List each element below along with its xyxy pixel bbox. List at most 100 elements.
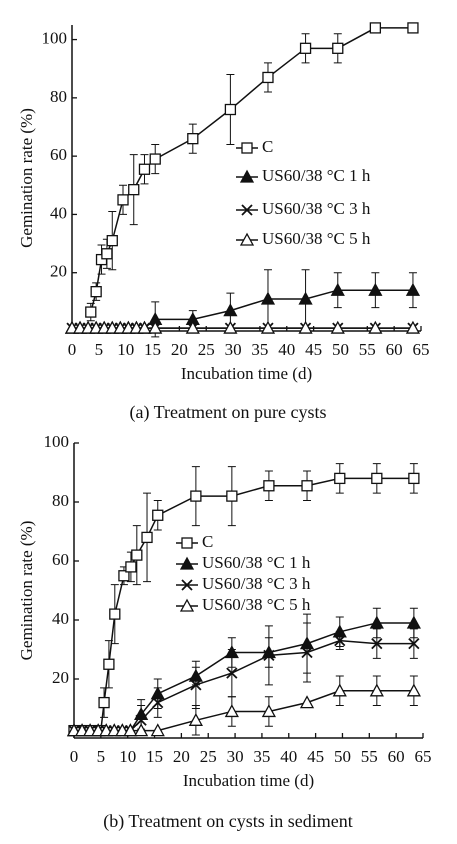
legend-label: US60/38 °C 1 h xyxy=(262,166,371,185)
marker xyxy=(134,723,149,737)
x-axis-label: Incubation time (d) xyxy=(183,771,314,790)
marker xyxy=(239,232,255,246)
marker xyxy=(260,291,276,305)
x-tick-label: 45 xyxy=(305,340,322,359)
marker xyxy=(188,712,203,726)
x-tick-label: 30 xyxy=(225,340,242,359)
marker xyxy=(334,635,346,647)
marker xyxy=(301,646,313,659)
caption: (a) Treatment on pure cysts xyxy=(130,402,327,423)
marker xyxy=(369,615,384,629)
marker xyxy=(332,683,347,697)
chart: 20 40 60 80 100 0 5 10 15 20 25 30 35 40 45 50 55 60 65 Inc… xyxy=(17,22,430,423)
marker xyxy=(106,235,118,247)
marker xyxy=(148,320,163,334)
marker xyxy=(85,306,97,318)
marker xyxy=(330,282,345,296)
y-tick-label: 100 xyxy=(44,432,70,451)
x-axis-label: Incubation time (d) xyxy=(181,364,312,383)
marker xyxy=(332,42,344,54)
marker xyxy=(261,704,276,718)
y-tick-label: 20 xyxy=(50,262,67,281)
x-tick-label: 0 xyxy=(70,747,79,766)
marker xyxy=(298,320,313,334)
marker xyxy=(369,683,384,697)
legend-label: US60/38 °C 5 h xyxy=(262,229,371,248)
marker xyxy=(408,637,420,650)
x-tick-label: 65 xyxy=(415,747,432,766)
marker xyxy=(141,531,153,544)
legend-label: US60/38 °C 5 h xyxy=(202,595,311,614)
marker xyxy=(263,480,275,492)
marker xyxy=(405,282,421,296)
marker xyxy=(190,679,202,691)
x-tick-label: 5 xyxy=(95,340,104,359)
x-tick-label: 25 xyxy=(200,747,217,766)
x-tick-label: 50 xyxy=(332,340,349,359)
y-tick-label: 40 xyxy=(52,609,69,628)
x-tick-label: 55 xyxy=(359,340,376,359)
x-tick-label: 40 xyxy=(278,340,295,359)
marker xyxy=(371,472,383,485)
marker xyxy=(371,637,383,650)
marker xyxy=(90,286,102,298)
marker xyxy=(260,320,276,334)
y-tick-label: 20 xyxy=(52,668,69,687)
marker xyxy=(223,320,238,334)
x-tick-label: 65 xyxy=(413,340,430,359)
y-axis-label: Gemination rate (%) xyxy=(17,521,36,661)
marker xyxy=(330,320,345,334)
x-tick-label: 5 xyxy=(97,747,106,766)
marker xyxy=(187,133,199,145)
marker xyxy=(135,714,147,726)
marker xyxy=(301,480,313,492)
x-tick-label: 10 xyxy=(117,340,134,359)
marker xyxy=(334,472,346,485)
caption: (b) Treatment on cysts in sediment xyxy=(103,811,352,832)
y-tick-label: 80 xyxy=(52,491,69,510)
x-tick-label: 45 xyxy=(307,747,324,766)
marker xyxy=(239,169,255,183)
legend-label: US60/38 °C 3 h xyxy=(262,199,371,218)
marker xyxy=(131,549,143,561)
marker xyxy=(101,248,113,260)
y-tick-label: 60 xyxy=(52,550,69,569)
marker xyxy=(223,303,238,317)
marker xyxy=(224,704,239,718)
x-tick-label: 25 xyxy=(198,340,215,359)
marker xyxy=(185,320,200,334)
marker xyxy=(181,537,193,549)
marker xyxy=(179,556,195,570)
marker xyxy=(262,71,274,84)
marker xyxy=(241,204,253,216)
x-tick-label: 15 xyxy=(144,340,161,359)
x-tick-label: 20 xyxy=(171,340,188,359)
x-tick-label: 55 xyxy=(361,747,378,766)
marker xyxy=(299,42,312,54)
marker xyxy=(103,658,115,670)
x-tick-label: 35 xyxy=(251,340,268,359)
x-tick-label: 35 xyxy=(253,747,270,766)
marker xyxy=(125,561,137,573)
marker xyxy=(226,667,238,679)
marker xyxy=(190,490,202,502)
marker xyxy=(149,153,161,165)
marker xyxy=(299,695,315,709)
y-tick-label: 40 xyxy=(50,203,67,222)
marker xyxy=(152,509,164,521)
marker xyxy=(368,320,383,334)
marker xyxy=(179,598,195,612)
legend-label: US60/38 °C 3 h xyxy=(202,574,311,593)
x-tick-label: 10 xyxy=(119,747,136,766)
series-line xyxy=(74,639,414,732)
marker xyxy=(150,723,165,737)
series-line xyxy=(72,289,413,329)
marker xyxy=(263,649,275,662)
marker xyxy=(181,579,193,591)
y-axis-label: Gemination rate (%) xyxy=(17,108,36,248)
y-tick-label: 80 xyxy=(50,87,67,106)
marker xyxy=(241,142,253,154)
x-tick-label: 20 xyxy=(173,747,190,766)
y-tick-label: 60 xyxy=(50,145,67,164)
